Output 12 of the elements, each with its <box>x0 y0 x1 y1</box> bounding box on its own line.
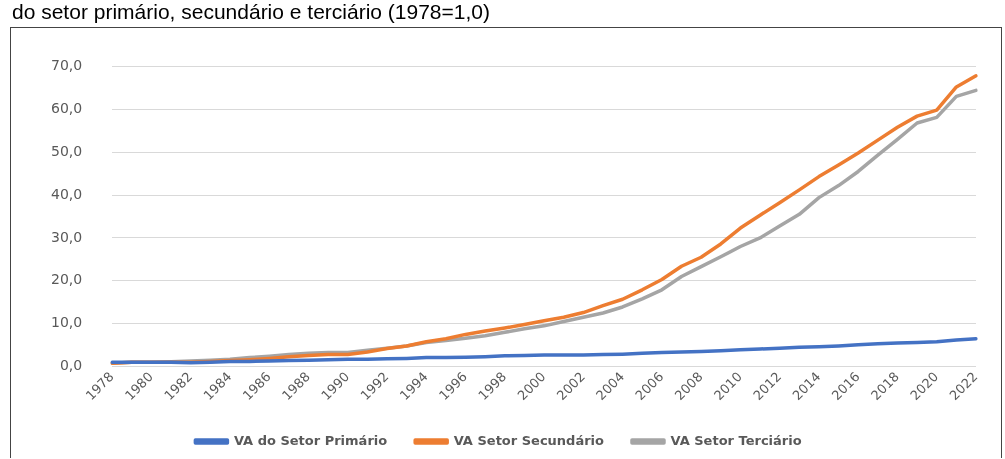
legend-label: VA Setor Terciário <box>670 432 802 448</box>
legend-label: VA Setor Secundário <box>453 432 605 448</box>
chart-title: do setor primário, secundário e terciário (1978=1,0) <box>12 0 490 24</box>
y-tick-label: 10,0 <box>51 314 83 331</box>
y-tick-label: 70,0 <box>51 57 83 74</box>
y-tick-label: 0,0 <box>59 357 83 374</box>
y-tick-label: 20,0 <box>51 271 83 288</box>
y-tick-label: 30,0 <box>51 228 83 245</box>
legend-label: VA do Setor Primário <box>233 432 388 448</box>
y-tick-label: 60,0 <box>51 99 83 116</box>
y-tick-label: 50,0 <box>51 142 83 159</box>
y-tick-label: 40,0 <box>51 185 83 202</box>
